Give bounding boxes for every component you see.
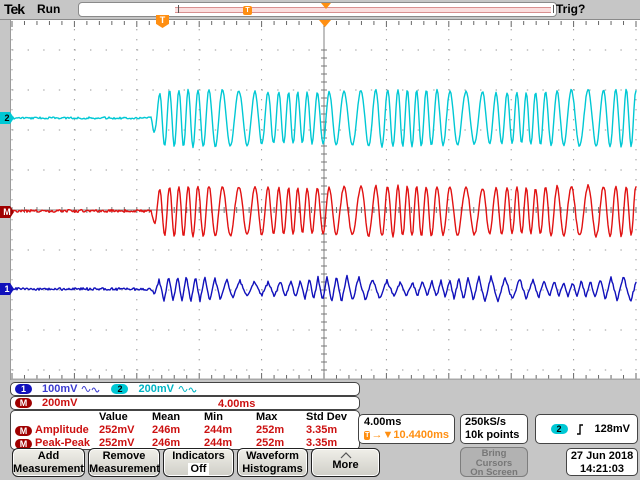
col-value: Value (99, 411, 128, 423)
rising-edge-slope-icon (576, 423, 583, 435)
acquisition-readout[interactable]: 250kS/s 10k points (460, 414, 528, 444)
record-length: 10k points (465, 429, 520, 441)
ch2-position-marker: 2 (0, 112, 14, 124)
record-view-bar[interactable]: T (78, 2, 557, 17)
measurement-header-row: Value Mean Min Max Std Dev (11, 411, 359, 424)
measurement-mean: 246m (152, 437, 181, 449)
ch1-scale: 100mV (42, 383, 78, 395)
measurement-mean: 246m (152, 424, 181, 436)
measurement-stddev: 3.35m (306, 424, 338, 436)
delay-arrow-icon: →▼ (371, 429, 394, 441)
measurement-row-peak-peak: M Peak-Peak 252mV 246m 244m 252m 3.35m (11, 437, 359, 450)
left-marker-strip (0, 20, 11, 380)
col-min: Min (204, 411, 223, 423)
button-line2: Measurement (89, 463, 160, 475)
button-line2: Histograms (242, 463, 303, 475)
trigger-status: Trig? (556, 2, 586, 16)
record-trigger-position-icon: T (243, 6, 252, 15)
indicators-off-button[interactable]: Indicators Off (163, 448, 234, 477)
measurement-max: 252m (256, 424, 285, 436)
button-line3: On Screen (470, 467, 518, 478)
top-status-bar: Tek Run T Trig? (0, 0, 640, 20)
button-line1: Waveform (246, 450, 299, 462)
trigger-position-flag-icon: T (156, 15, 169, 28)
measurement-value: 252mV (99, 437, 135, 449)
button-line1: Remove (102, 450, 146, 462)
expansion-point-icon (319, 20, 331, 27)
math-badge: M (15, 438, 32, 449)
sample-rate: 250kS/s (465, 416, 506, 428)
trigger-source-badge: 2 (550, 424, 568, 434)
trigger-readout[interactable]: 2 128mV (535, 414, 638, 444)
tek-logo: Tek (4, 1, 25, 17)
date: 27 Jun 2018 (570, 450, 634, 462)
button-line2: More (332, 459, 359, 471)
math-timebase: 4.00ms (218, 398, 256, 410)
trace-ch2 (11, 88, 637, 149)
delay-trigger-icon: T (364, 431, 371, 440)
measurement-max: 252m (256, 437, 285, 449)
ch1-badge: 1 (15, 384, 32, 394)
add-measurement-button[interactable]: Add Measurement (12, 448, 85, 477)
button-line2: Measurement (13, 463, 84, 475)
math-readout-row[interactable]: M 200mV 4.00ms (10, 396, 360, 410)
record-waveform-preview (175, 7, 551, 13)
channel-readout-row[interactable]: 1 100mV 2 200mV (10, 382, 360, 396)
more-button[interactable]: More (311, 448, 380, 477)
horizontal-delay: T →▼ 10.4400ms (364, 429, 449, 442)
trace-ch1 (11, 274, 637, 303)
datetime-display: 27 Jun 2018 14:21:03 (566, 448, 638, 476)
horizontal-readout[interactable]: 4.00ms T →▼ 10.4400ms (358, 414, 455, 444)
horizontal-scale: 4.00ms (364, 416, 402, 428)
trace-math (11, 183, 637, 238)
button-line2: Off (187, 463, 210, 475)
time: 14:21:03 (579, 463, 625, 475)
button-line1: Add (37, 450, 60, 462)
bottom-readout-area: 1 100mV 2 200mV M 200mV 4.00ms (0, 380, 640, 480)
measurement-min: 244m (204, 424, 233, 436)
col-mean: Mean (152, 411, 181, 423)
button-line1: Bring (481, 448, 507, 459)
measurement-value: 252mV (99, 424, 135, 436)
measurement-name: Peak-Peak (35, 437, 91, 449)
math-badge: M (15, 398, 32, 408)
record-window-bracket-left (178, 5, 179, 13)
ch2-badge: 2 (111, 384, 129, 394)
measurement-stddev: 3.35m (306, 437, 338, 449)
math-badge: M (15, 425, 32, 436)
acquisition-status: Run (37, 2, 61, 16)
measurement-min: 244m (204, 437, 233, 449)
bring-cursors-on-screen-button[interactable]: Bring Cursors On Screen (460, 447, 528, 477)
waveform-display: 2 M 1 T (0, 15, 640, 380)
button-line2: Cursors (475, 457, 513, 469)
col-stddev: Std Dev (306, 411, 347, 423)
chevron-up-icon (312, 450, 379, 459)
record-window-bracket-right (553, 5, 554, 13)
col-max: Max (256, 411, 278, 423)
ch1-position-marker: 1 (0, 283, 14, 295)
waveform-histograms-button[interactable]: Waveform Histograms (237, 448, 308, 477)
math-position-marker: M (0, 206, 14, 218)
measurement-table: Value Mean Min Max Std Dev M Amplitude 2… (10, 410, 360, 450)
record-center-marker-icon (321, 3, 331, 9)
math-scale: 200mV (42, 397, 78, 409)
ch1-coupling-icon (82, 385, 100, 392)
delay-value: 10.4400ms (393, 429, 449, 441)
measurement-name: Amplitude (35, 424, 89, 436)
remove-measurement-button[interactable]: Remove Measurement (88, 448, 160, 477)
graticule-and-traces (0, 21, 640, 380)
measurement-row-amplitude: M Amplitude 252mV 246m 244m 252m 3.35m (11, 424, 359, 437)
trigger-level: 128mV (594, 423, 630, 435)
button-line1: Indicators (172, 450, 225, 462)
ch2-scale: 200mV (138, 383, 174, 395)
ch2-coupling-icon (178, 385, 197, 392)
